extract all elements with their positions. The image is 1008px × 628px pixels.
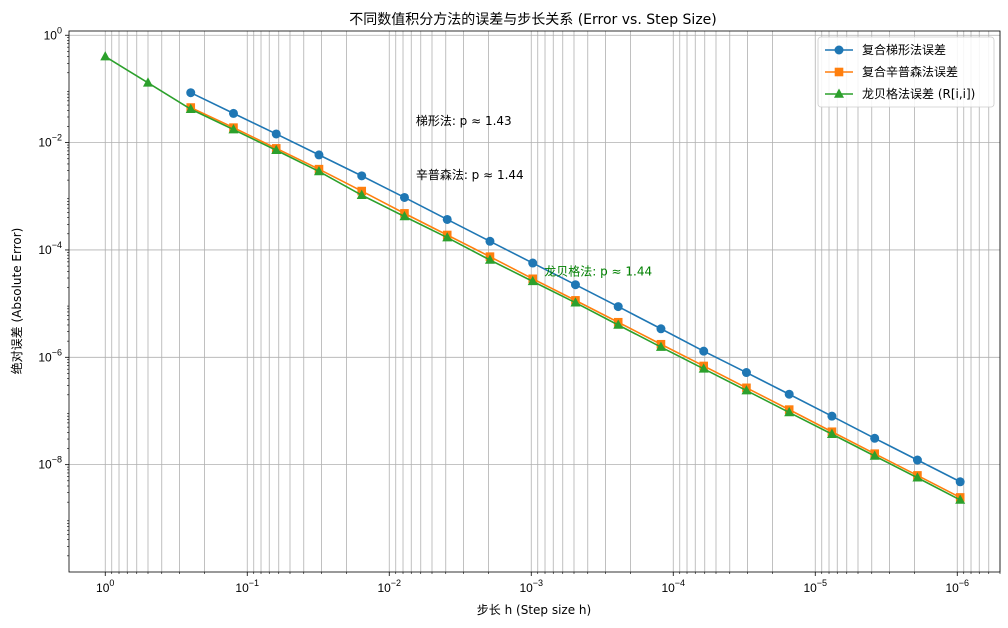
x-tick-label: 10−5 (803, 578, 827, 595)
data-point (442, 232, 453, 242)
legend-entry-label: 龙贝格法误差 (R[i,i]) (862, 86, 975, 101)
data-point (100, 51, 111, 61)
data-point (869, 450, 880, 460)
x-tick-label: 100 (96, 578, 114, 595)
data-point (528, 258, 538, 268)
legend-entry-label: 复合辛普森法误差 (862, 64, 958, 79)
data-point (912, 472, 923, 482)
data-point (655, 341, 666, 351)
series-layer (100, 51, 966, 504)
x-tick-label: 10−3 (519, 578, 543, 595)
data-point (228, 124, 239, 134)
legend-entry-label: 复合梯形法误差 (862, 42, 946, 57)
data-point (699, 346, 709, 356)
series-1 (186, 88, 965, 487)
data-point (741, 368, 751, 378)
data-point (955, 494, 966, 504)
data-point (442, 214, 452, 224)
axis-ticks: 100 10−1 10−2 10−3 10−4 10−5 10−6 100 10−2 10−4 10… (38, 25, 1001, 595)
data-point (271, 129, 281, 139)
legend-swatch-marker (834, 45, 844, 55)
data-point (399, 210, 410, 221)
data-point (870, 433, 880, 443)
y-axis-label: 绝对误差 (Absolute Error) (9, 228, 24, 375)
data-point (741, 385, 752, 395)
data-point (186, 88, 196, 98)
x-tick-label: 10−2 (377, 578, 401, 595)
legend-frame (817, 36, 995, 108)
data-point (613, 319, 624, 329)
x-tick-label: 10−4 (661, 578, 685, 595)
data-point (314, 150, 324, 160)
legend-swatch-marker (834, 88, 844, 98)
annotation-text: 梯形法: p ≈ 1.43 (416, 114, 512, 128)
data-point (784, 389, 794, 399)
data-point (527, 275, 538, 286)
y-tick-label: 10−2 (38, 133, 62, 150)
data-point (826, 428, 837, 438)
data-point (357, 171, 367, 181)
data-point (313, 165, 324, 176)
data-point (228, 108, 238, 118)
data-point (912, 455, 922, 465)
y-tick-label: 10−4 (38, 240, 62, 257)
data-point (955, 477, 965, 487)
data-point (784, 406, 795, 417)
x-axis-label: 步长 h (Step size h) (477, 603, 591, 617)
series-3 (100, 51, 966, 504)
data-point (484, 254, 495, 264)
data-point (827, 411, 837, 421)
data-point (656, 324, 666, 334)
x-tick-label: 10−1 (235, 578, 259, 595)
data-point (570, 297, 581, 307)
data-point (485, 236, 495, 246)
data-point (271, 144, 282, 155)
data-point (698, 363, 709, 373)
annotations-layer: 梯形法: p ≈ 1.43 辛普森法: p ≈ 1.44 龙贝格法: p ≈ 1.4… (416, 114, 652, 278)
plot-frame (68, 30, 1001, 573)
y-tick-label: 10−6 (38, 347, 62, 364)
data-point (356, 189, 367, 199)
legend-swatch-marker (834, 67, 844, 77)
y-tick-label: 100 (44, 25, 62, 42)
x-tick-label: 10−6 (945, 578, 969, 595)
chart-title: 不同数值积分方法的误差与步长关系 (Error vs. Step Size) (349, 12, 717, 28)
annotation-text: 龙贝格法: p ≈ 1.44 (544, 263, 652, 278)
y-tick-label: 10−8 (38, 455, 62, 472)
data-point (570, 280, 580, 290)
minor-gridlines (111, 31, 1001, 572)
data-point (613, 302, 623, 312)
data-point (142, 77, 153, 87)
major-gridlines (69, 31, 1000, 572)
data-point (399, 192, 409, 202)
annotation-text: 辛普森法: p ≈ 1.44 (416, 167, 524, 182)
data-point (185, 103, 196, 113)
